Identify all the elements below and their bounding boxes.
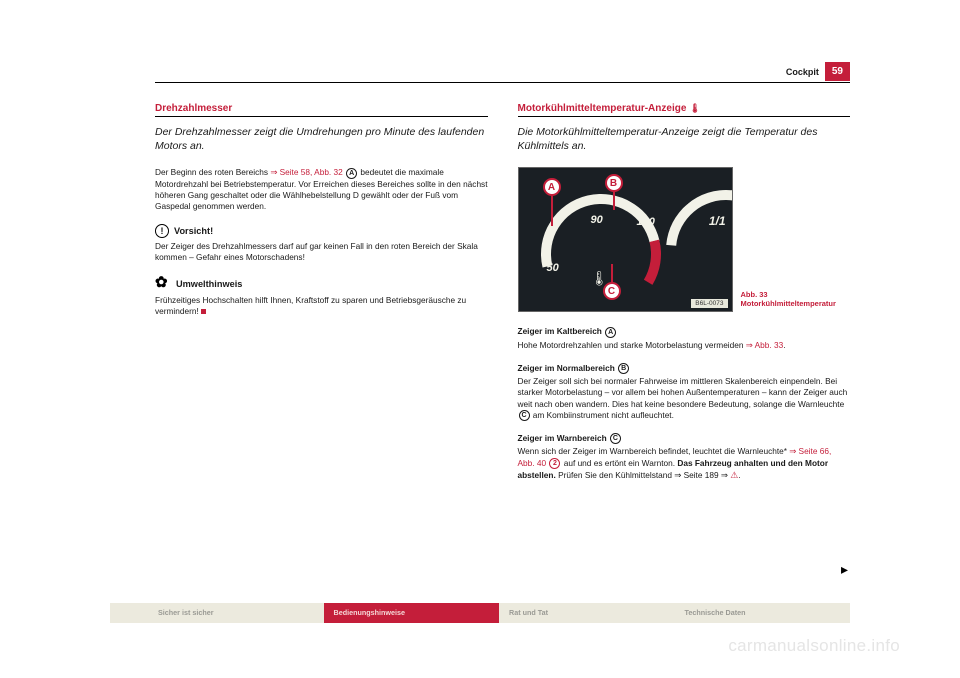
footer-tab-4: Technische Daten xyxy=(675,603,851,623)
image-code: B6L-0073 xyxy=(691,299,727,308)
left-heading: Drehzahlmesser xyxy=(155,103,488,114)
text: Der Beginn des roten Bereichs xyxy=(155,167,270,177)
env-label: Umwelthinweis xyxy=(176,279,242,289)
gauge-figure: 50 90 130 1/1 🌡 A B C B6L-0073 xyxy=(518,167,733,312)
left-paragraph-1: Der Beginn des roten Bereichs ⇒ Seite 58… xyxy=(155,167,488,212)
para-cold: Hohe Motordrehzahlen und starke Motorbel… xyxy=(518,340,851,351)
heading-text: Motorkühlmitteltemperatur-Anzeige xyxy=(518,103,690,114)
gauge-label-11: 1/1 xyxy=(709,214,726,228)
marker-ref-b: B xyxy=(618,363,629,374)
continue-arrow-icon: ▸ xyxy=(841,561,848,578)
marker-ref-a: A xyxy=(605,327,616,338)
right-heading: Motorkühlmitteltemperatur-Anzeige 🌡 xyxy=(518,103,851,114)
heading-rule xyxy=(518,116,851,117)
footer-tabs: Sicher ist sicher Bedienungshinweise Rat… xyxy=(110,603,850,623)
env-body: Frühzeitiges Hochschalten hilft Ihnen, K… xyxy=(155,295,488,317)
left-column: Drehzahlmesser Der Drehzahlmesser zeigt … xyxy=(155,103,488,485)
page-header: Cockpit 59 xyxy=(786,62,850,81)
environment-icon xyxy=(155,276,171,292)
text: Zeiger im Kaltbereich xyxy=(518,326,605,336)
text: Zeiger im Warnbereich xyxy=(518,433,609,443)
footer-tab-3: Rat und Tat xyxy=(499,603,675,623)
caution-heading: ! Vorsicht! xyxy=(155,224,488,238)
marker-ref-a: A xyxy=(346,168,357,179)
end-marker-icon xyxy=(201,309,206,314)
para-normal: Der Zeiger soll sich bei normaler Fahrwe… xyxy=(518,376,851,421)
section-name: Cockpit xyxy=(786,67,819,77)
lead-line xyxy=(551,196,553,226)
caution-icon: ! xyxy=(155,224,169,238)
left-lead: Der Drehzahlmesser zeigt die Umdrehungen… xyxy=(155,125,488,153)
text: . xyxy=(738,470,740,480)
gauge-label-50: 50 xyxy=(547,262,559,274)
marker-ref-2: 2 xyxy=(549,458,560,469)
header-rule xyxy=(155,82,850,83)
caution-label: Vorsicht! xyxy=(174,226,213,236)
right-lead: Die Motorkühlmitteltemperatur-Anzeige ze… xyxy=(518,125,851,153)
subhead-warn: Zeiger im Warnbereich C xyxy=(518,433,851,444)
figure-caption: Abb. 33 Motorkühlmitteltemperatur xyxy=(741,290,851,313)
text: Der Zeiger soll sich bei normaler Fahrwe… xyxy=(518,376,848,408)
env-heading: Umwelthinweis xyxy=(155,276,488,292)
gauge-label-90: 90 xyxy=(591,214,603,226)
callout-c: C xyxy=(603,282,621,300)
subhead-normal: Zeiger im Normalbereich B xyxy=(518,363,851,374)
subhead-cold: Zeiger im Kaltbereich A xyxy=(518,326,851,337)
marker-ref-c: C xyxy=(610,433,621,444)
caution-body: Der Zeiger des Drehzahlmessers darf auf … xyxy=(155,241,488,263)
footer-tab-2: Bedienungshinweise xyxy=(324,603,500,623)
heading-rule xyxy=(155,116,488,117)
marker-ref-c: C xyxy=(519,410,530,421)
text: Hohe Motordrehzahlen und starke Motorbel… xyxy=(518,340,746,350)
text: Prüfen Sie den Kühlmittelstand ⇒ Seite 1… xyxy=(556,470,730,480)
page: Cockpit 59 Drehzahlmesser Der Drehzahlme… xyxy=(0,0,960,678)
lead-line xyxy=(613,192,615,210)
lead-line xyxy=(611,264,613,282)
text: am Kombiinstrument nicht aufleuchtet. xyxy=(531,410,674,420)
page-number: 59 xyxy=(825,62,850,81)
cross-ref: ⇒ Seite 58, Abb. 32 xyxy=(270,167,342,177)
text: Zeiger im Normalbereich xyxy=(518,363,618,373)
callout-b: B xyxy=(605,174,623,192)
watermark: carmanualsonline.info xyxy=(728,636,900,656)
text: Wenn sich der Zeiger im Warnbereich befi… xyxy=(518,446,790,456)
cross-ref: ⇒ Abb. 33 xyxy=(746,340,783,350)
figure-wrap: 50 90 130 1/1 🌡 A B C B6L-0073 Abb. 33 M… xyxy=(518,167,851,312)
right-column: Motorkühlmitteltemperatur-Anzeige 🌡 Die … xyxy=(518,103,851,485)
text: auf und es ertönt ein Warnton. xyxy=(561,458,677,468)
callout-a: A xyxy=(543,178,561,196)
content-columns: Drehzahlmesser Der Drehzahlmesser zeigt … xyxy=(155,103,850,485)
temperature-icon: 🌡 xyxy=(689,103,700,113)
gauge-label-130: 130 xyxy=(637,216,655,228)
para-warn: Wenn sich der Zeiger im Warnbereich befi… xyxy=(518,446,851,481)
text: . xyxy=(783,340,785,350)
footer-tab-1: Sicher ist sicher xyxy=(110,603,324,623)
